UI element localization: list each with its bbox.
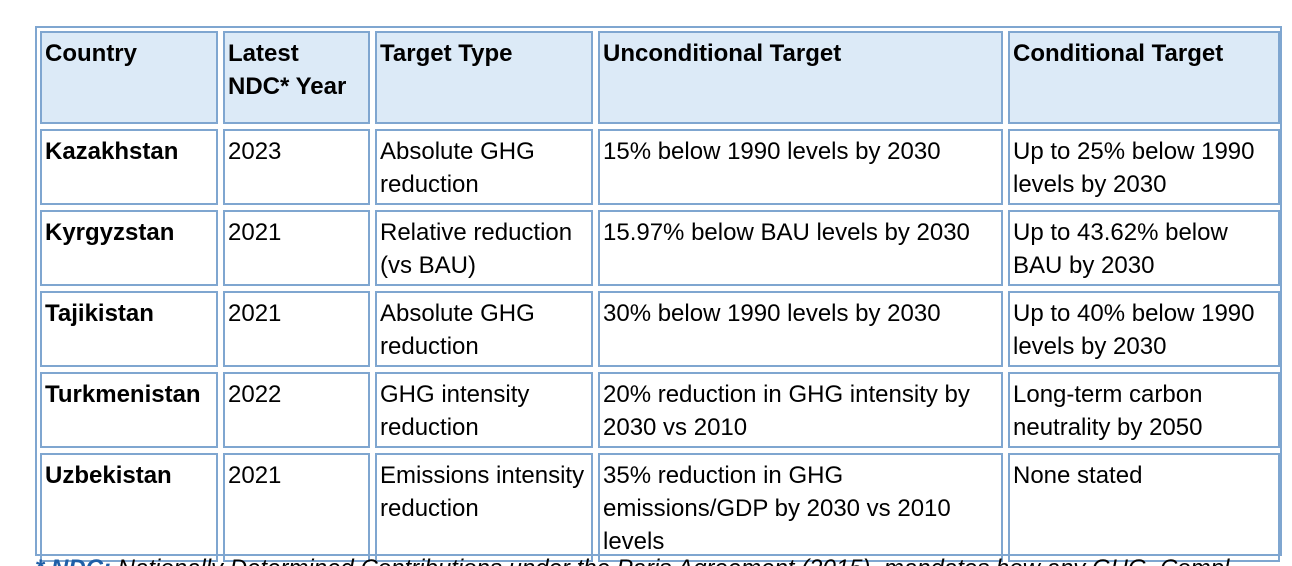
- header-unconditional-target: Unconditional Target: [598, 31, 1003, 124]
- table-row: Kyrgyzstan 2021 Relative reduction (vs B…: [40, 210, 1280, 286]
- ndc-table-frame: Country Latest NDC* Year Target Type Unc…: [35, 26, 1282, 562]
- cell-target-type: Relative reduction (vs BAU): [375, 210, 593, 286]
- cell-year: 2023: [223, 129, 370, 205]
- cell-target-type: GHG intensity reduction: [375, 372, 593, 448]
- table-row: Uzbekistan 2021 Emissions intensity redu…: [40, 453, 1280, 562]
- cell-year: 2022: [223, 372, 370, 448]
- cell-unconditional-target: 15.97% below BAU levels by 2030: [598, 210, 1003, 286]
- cell-country: Uzbekistan: [40, 453, 218, 562]
- cell-unconditional-target: 30% below 1990 levels by 2030: [598, 291, 1003, 367]
- cell-conditional-target: Up to 40% below 1990 levels by 2030: [1008, 291, 1280, 367]
- header-target-type: Target Type: [375, 31, 593, 124]
- table-row: Tajikistan 2021 Absolute GHG reduction 3…: [40, 291, 1280, 367]
- table-row: Turkmenistan 2022 GHG intensity reductio…: [40, 372, 1280, 448]
- cell-unconditional-target: 20% reduction in GHG intensity by 2030 v…: [598, 372, 1003, 448]
- ndc-targets-table: Country Latest NDC* Year Target Type Unc…: [35, 26, 1285, 566]
- header-conditional-target: Conditional Target: [1008, 31, 1280, 124]
- cell-country: Turkmenistan: [40, 372, 218, 448]
- header-latest-ndc-year: Latest NDC* Year: [223, 31, 370, 124]
- table-row: Kazakhstan 2023 Absolute GHG reduction 1…: [40, 129, 1280, 205]
- header-country: Country: [40, 31, 218, 124]
- table-header-row: Country Latest NDC* Year Target Type Unc…: [40, 31, 1280, 124]
- cell-year: 2021: [223, 210, 370, 286]
- cell-conditional-target: Up to 43.62% below BAU by 2030: [1008, 210, 1280, 286]
- cell-unconditional-target: 35% reduction in GHG emissions/GDP by 20…: [598, 453, 1003, 562]
- cell-target-type: Absolute GHG reduction: [375, 291, 593, 367]
- cell-conditional-target: None stated: [1008, 453, 1280, 562]
- table-footnote: * NDC: Nationally Determined Contributio…: [35, 554, 1249, 566]
- footnote-text: Nationally Determined Contributions unde…: [111, 555, 1250, 566]
- cell-country: Kazakhstan: [40, 129, 218, 205]
- cell-target-type: Emissions intensity reduction: [375, 453, 593, 562]
- cell-country: Kyrgyzstan: [40, 210, 218, 286]
- footnote-key: * NDC:: [35, 555, 111, 566]
- cell-conditional-target: Up to 25% below 1990 levels by 2030: [1008, 129, 1280, 205]
- cell-target-type: Absolute GHG reduction: [375, 129, 593, 205]
- cell-conditional-target: Long-term carbon neutrality by 2050: [1008, 372, 1280, 448]
- cell-unconditional-target: 15% below 1990 levels by 2030: [598, 129, 1003, 205]
- cell-country: Tajikistan: [40, 291, 218, 367]
- cell-year: 2021: [223, 453, 370, 562]
- cell-year: 2021: [223, 291, 370, 367]
